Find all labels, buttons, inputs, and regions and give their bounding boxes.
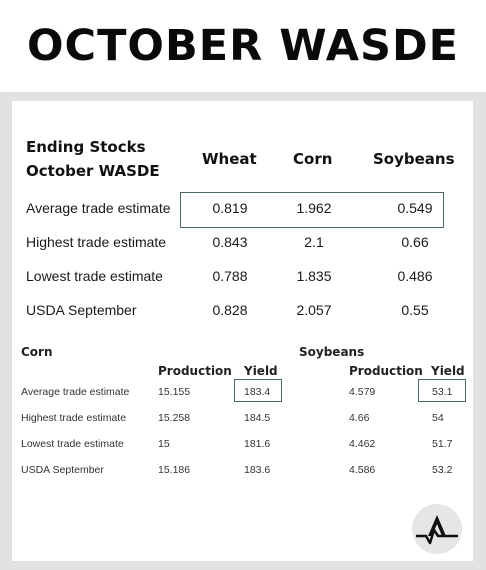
cell-wheat: 0.843 — [212, 234, 248, 250]
cell-production: 4.66 — [349, 412, 370, 424]
cell-production: 4.586 — [349, 464, 376, 476]
cell-production: 4.462 — [349, 438, 376, 450]
corn-section-title: Corn — [21, 345, 53, 359]
row-label: USDA September — [21, 464, 104, 476]
row-label: Average trade estimate — [21, 386, 130, 398]
ending-stocks-heading: Ending Stocks October WASDE — [26, 135, 160, 183]
row-label: Highest trade estimate — [21, 412, 127, 424]
cell-yield: 183.6 — [244, 464, 271, 476]
average-estimate-highlight — [180, 192, 444, 228]
content-card — [12, 101, 473, 561]
peak-pulse-logo-icon — [411, 503, 463, 555]
cell-soybeans: 0.486 — [397, 268, 433, 284]
cell-production: 15.186 — [158, 464, 191, 476]
cell-wheat: 0.819 — [212, 200, 248, 216]
column-header-corn: Corn — [293, 150, 333, 168]
cell-yield: 51.7 — [432, 438, 453, 450]
cell-corn: 1.835 — [296, 268, 332, 284]
cell-production: 15 — [158, 438, 170, 450]
corn-yield-highlight — [234, 379, 282, 402]
cell-soybeans: 0.66 — [401, 234, 429, 250]
cell-yield: 53.2 — [432, 464, 453, 476]
cell-yield: 184.5 — [244, 412, 271, 424]
cell-soybeans: 0.55 — [401, 302, 429, 318]
row-label: Highest trade estimate — [26, 234, 167, 250]
cell-wheat: 0.828 — [212, 302, 248, 318]
corn-column-production: Production — [158, 364, 232, 378]
cell-yield: 53.1 — [432, 386, 453, 398]
row-label: USDA September — [26, 302, 137, 318]
ending-stocks-heading-line2: October WASDE — [26, 162, 160, 180]
row-label: Lowest trade estimate — [21, 438, 124, 450]
row-label: Average trade estimate — [26, 200, 171, 216]
cell-wheat: 0.788 — [212, 268, 248, 284]
page-title: OCTOBER WASDE — [26, 21, 460, 71]
soybeans-column-yield: Yield — [431, 364, 465, 378]
cell-yield: 183.4 — [244, 386, 271, 398]
cell-production: 4.579 — [349, 386, 376, 398]
soybeans-column-production: Production — [349, 364, 423, 378]
ending-stocks-heading-line1: Ending Stocks — [26, 138, 146, 156]
cell-yield: 181.6 — [244, 438, 271, 450]
column-header-wheat: Wheat — [202, 150, 257, 168]
cell-production: 15.155 — [158, 386, 191, 398]
cell-corn: 2.1 — [304, 234, 324, 250]
row-label: Lowest trade estimate — [26, 268, 163, 284]
corn-column-yield: Yield — [244, 364, 278, 378]
cell-soybeans: 0.549 — [397, 200, 433, 216]
soybeans-yield-highlight — [418, 379, 466, 402]
cell-yield: 54 — [432, 412, 444, 424]
column-header-soybeans: Soybeans — [373, 150, 455, 168]
cell-corn: 1.962 — [296, 200, 332, 216]
cell-production: 15.258 — [158, 412, 191, 424]
soybeans-section-title: Soybeans — [299, 345, 365, 359]
cell-corn: 2.057 — [296, 302, 332, 318]
